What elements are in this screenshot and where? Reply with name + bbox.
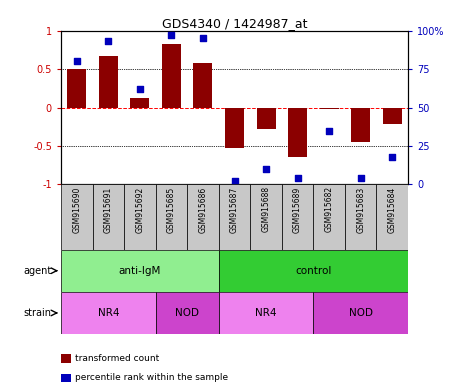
Bar — [99, 56, 118, 108]
Bar — [61, 184, 92, 250]
Title: GDS4340 / 1424987_at: GDS4340 / 1424987_at — [162, 17, 307, 30]
Text: anti-IgM: anti-IgM — [119, 266, 161, 276]
Point — [105, 38, 112, 45]
Bar — [219, 250, 408, 292]
Point — [167, 32, 175, 38]
Text: GSM915690: GSM915690 — [72, 186, 81, 233]
Text: NR4: NR4 — [255, 308, 277, 318]
Bar — [313, 184, 345, 250]
Bar — [250, 184, 282, 250]
Bar — [61, 292, 156, 334]
Text: GSM915685: GSM915685 — [167, 186, 176, 233]
Bar — [282, 184, 313, 250]
Text: GSM915684: GSM915684 — [388, 186, 397, 233]
Bar — [320, 108, 339, 109]
Bar — [61, 250, 219, 292]
Bar — [187, 184, 219, 250]
Text: GSM915689: GSM915689 — [293, 186, 302, 233]
Text: strain: strain — [23, 308, 52, 318]
Text: control: control — [295, 266, 332, 276]
Text: GSM915687: GSM915687 — [230, 186, 239, 233]
Text: GSM915688: GSM915688 — [262, 186, 271, 232]
Text: agent: agent — [23, 266, 52, 276]
Bar — [156, 184, 187, 250]
Point — [136, 86, 144, 92]
Text: GSM915692: GSM915692 — [136, 186, 144, 233]
Point — [199, 35, 207, 41]
Point — [294, 175, 302, 181]
Bar — [130, 98, 149, 108]
Bar — [351, 108, 370, 142]
Point — [325, 127, 333, 134]
Bar — [67, 69, 86, 108]
Bar — [162, 44, 181, 108]
Bar — [345, 184, 377, 250]
Text: NR4: NR4 — [98, 308, 119, 318]
Bar — [219, 184, 250, 250]
Bar — [377, 184, 408, 250]
Bar — [313, 292, 408, 334]
Point — [231, 178, 238, 184]
Point — [357, 175, 364, 181]
Bar — [383, 108, 402, 124]
Point — [262, 166, 270, 172]
Text: NOD: NOD — [349, 308, 373, 318]
Bar — [257, 108, 275, 129]
Point — [388, 154, 396, 160]
Bar — [124, 184, 156, 250]
Bar — [92, 184, 124, 250]
Bar — [156, 292, 219, 334]
Bar — [194, 63, 212, 108]
Text: GSM915691: GSM915691 — [104, 186, 113, 233]
Text: GSM915683: GSM915683 — [356, 186, 365, 233]
Bar — [288, 108, 307, 157]
Bar — [225, 108, 244, 148]
Text: GSM915682: GSM915682 — [325, 186, 333, 232]
Bar — [219, 292, 313, 334]
Text: GSM915686: GSM915686 — [198, 186, 207, 233]
Text: percentile rank within the sample: percentile rank within the sample — [75, 373, 228, 382]
Text: NOD: NOD — [175, 308, 199, 318]
Point — [73, 58, 81, 65]
Text: transformed count: transformed count — [75, 354, 159, 363]
